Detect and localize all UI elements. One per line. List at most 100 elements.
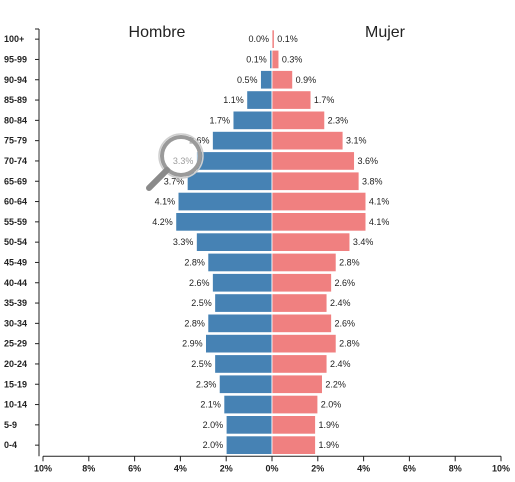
age-label: 50-54	[4, 237, 27, 247]
age-label: 40-44	[4, 278, 27, 288]
bar-mujer	[271, 232, 351, 252]
bar-mujer	[271, 313, 332, 334]
value-label-hombre: 2.5%	[191, 359, 212, 369]
age-label: 65-69	[4, 176, 27, 186]
value-label-mujer: 3.6%	[357, 156, 378, 166]
magnifier-icon[interactable]	[146, 133, 204, 191]
bar-hombre	[246, 90, 273, 110]
age-label: 95-99	[4, 54, 27, 64]
bar-hombre	[196, 232, 273, 252]
value-label-hombre: 2.1%	[200, 400, 221, 410]
bar-hombre	[175, 212, 273, 232]
value-label-hombre: 1.7%	[210, 115, 231, 125]
age-label: 75-79	[4, 136, 27, 146]
bar-mujer	[271, 354, 328, 374]
age-label: 100+	[4, 34, 24, 44]
bar-mujer	[271, 29, 275, 49]
bar-hombre	[225, 415, 273, 435]
age-label: 15-19	[4, 379, 27, 389]
x-tick-label: 4%	[357, 463, 370, 473]
bar-mujer	[271, 394, 319, 415]
bar-mujer	[271, 191, 367, 212]
value-label-hombre: 2.8%	[184, 257, 205, 267]
value-label-hombre: 3.3%	[173, 237, 194, 247]
bar-mujer	[271, 90, 312, 110]
bar-mujer	[271, 374, 323, 394]
bar-mujer	[271, 151, 355, 171]
value-label-hombre: 2.0%	[203, 420, 224, 430]
age-label: 10-14	[4, 400, 27, 410]
value-label-hombre: 4.2%	[152, 217, 173, 227]
age-label: 5-9	[4, 420, 17, 430]
value-label-mujer: 0.9%	[296, 75, 317, 85]
value-label-mujer: 2.4%	[330, 359, 351, 369]
right-title: Mujer	[365, 24, 406, 41]
bar-hombre	[212, 130, 273, 151]
bar-hombre	[260, 70, 273, 90]
value-label-hombre: 1.1%	[223, 95, 244, 105]
value-label-mujer: 2.8%	[339, 339, 360, 349]
bar-mujer	[271, 273, 332, 293]
x-tick-label: 4%	[174, 463, 187, 473]
value-label-hombre: 2.9%	[182, 339, 203, 349]
value-label-hombre: 2.0%	[203, 440, 224, 450]
value-label-mujer: 3.4%	[353, 237, 374, 247]
x-tick-label: 2%	[311, 463, 324, 473]
value-label-mujer: 4.1%	[369, 197, 390, 207]
bar-hombre	[214, 354, 273, 374]
bar-mujer	[271, 70, 294, 90]
bar-hombre	[186, 171, 273, 191]
age-label: 80-84	[4, 115, 27, 125]
bar-mujer	[271, 252, 337, 273]
age-axis: 100+ 95-99 90-94 85-89 80-84 75-79 70-74 65-69 6…	[4, 28, 40, 457]
bar-hombre	[232, 110, 273, 130]
age-label: 60-64	[4, 197, 27, 207]
value-label-hombre: 2.3%	[196, 379, 217, 389]
age-label: 20-24	[4, 359, 27, 369]
bar-mujer	[271, 110, 326, 130]
value-label-mujer: 0.1%	[277, 34, 298, 44]
value-label-mujer: 2.6%	[335, 318, 356, 328]
value-label-hombre: 2.6%	[189, 136, 210, 146]
x-tick-label: 6%	[128, 463, 141, 473]
bar-hombre	[218, 374, 273, 394]
value-label-mujer: 3.8%	[362, 176, 383, 186]
age-label: 35-39	[4, 298, 27, 308]
bar-hombre	[214, 293, 273, 313]
value-label-hombre: 2.5%	[191, 298, 212, 308]
value-label-mujer: 2.6%	[335, 278, 356, 288]
bars-group	[175, 29, 367, 455]
bar-hombre	[223, 394, 273, 415]
value-label-mujer: 2.8%	[339, 257, 360, 267]
bar-mujer	[271, 293, 328, 313]
age-label: 90-94	[4, 75, 27, 85]
age-label: 0-4	[4, 440, 17, 450]
age-label: 45-49	[4, 257, 27, 267]
age-label: 85-89	[4, 95, 27, 105]
left-title: Hombre	[129, 24, 186, 41]
bar-hombre	[205, 333, 273, 354]
value-label-hombre: 0.5%	[237, 75, 258, 85]
x-axis: 10% 8% 6% 4% 2% 0% 2% 4% 6% 8% 10%	[34, 455, 510, 473]
bar-mujer	[271, 130, 344, 151]
value-label-hombre: 3.7%	[164, 176, 185, 186]
bar-mujer	[271, 171, 360, 191]
value-label-hombre: 0.0%	[248, 34, 269, 44]
value-label-mujer: 1.9%	[319, 440, 340, 450]
value-label-mujer: 1.9%	[319, 420, 340, 430]
x-tick-label: 8%	[82, 463, 95, 473]
bar-hombre	[196, 151, 273, 171]
value-label-mujer: 2.4%	[330, 298, 351, 308]
bar-mujer	[271, 415, 316, 435]
value-label-mujer: 1.7%	[314, 95, 335, 105]
value-label-mujer: 3.1%	[346, 136, 367, 146]
bar-hombre	[207, 313, 273, 334]
bar-hombre	[225, 435, 273, 455]
bar-mujer	[271, 333, 337, 354]
value-label-mujer: 2.3%	[328, 115, 349, 125]
bar-hombre	[177, 191, 273, 212]
bar-hombre	[207, 252, 273, 273]
age-label: 25-29	[4, 339, 27, 349]
